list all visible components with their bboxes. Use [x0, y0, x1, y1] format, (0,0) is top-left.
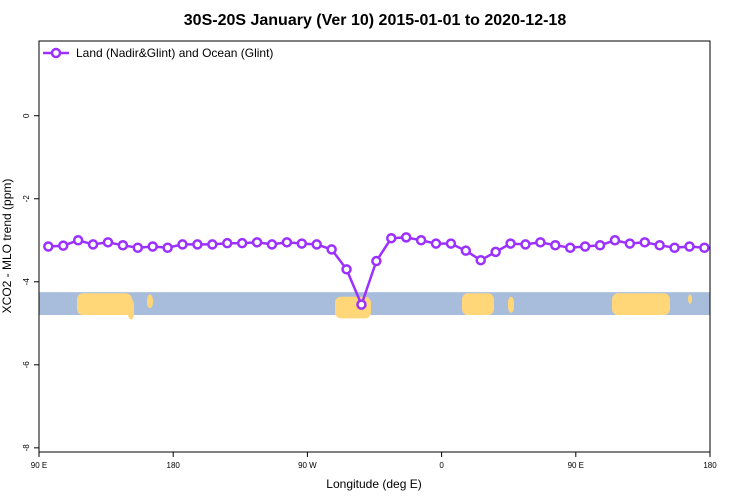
legend-label: Land (Nadir&Glint) and Ocean (Glint)	[76, 46, 273, 60]
x-tick-label: 180	[703, 461, 717, 470]
chart-title: 30S-20S January (Ver 10) 2015-01-01 to 2…	[184, 12, 567, 29]
data-point	[639, 237, 651, 248]
land-patch	[508, 296, 514, 313]
data-point	[505, 238, 516, 249]
data-point	[147, 241, 158, 252]
x-axis-label: Longitude (deg E)	[326, 477, 421, 491]
data-point	[132, 242, 144, 253]
y-tick-label: -8	[22, 444, 31, 452]
y-tick-label: -4	[22, 278, 31, 286]
data-point	[654, 240, 665, 251]
data-point	[594, 240, 606, 251]
data-point	[609, 235, 621, 246]
data-point	[102, 237, 114, 248]
data-point	[445, 238, 457, 249]
data-point	[624, 238, 636, 249]
x-tick-label: 90 W	[298, 461, 317, 470]
data-point	[266, 239, 278, 250]
data-point	[460, 245, 472, 256]
y-tick-label: -2	[22, 195, 31, 203]
series-layer	[43, 232, 710, 310]
data-point	[236, 237, 248, 249]
data-point	[699, 242, 710, 253]
data-point	[520, 239, 531, 250]
data-point	[400, 232, 412, 243]
data-point	[430, 238, 442, 249]
data-point	[415, 235, 427, 246]
data-point	[490, 246, 501, 258]
data-point	[296, 238, 308, 249]
data-point	[371, 255, 382, 267]
data-point	[475, 254, 486, 266]
data-point	[550, 240, 561, 251]
map-strip	[39, 292, 710, 320]
legend-marker	[50, 47, 62, 59]
land-patch	[77, 293, 132, 315]
data-point	[311, 239, 322, 250]
land-patch	[688, 294, 692, 304]
data-point	[669, 242, 680, 253]
x-tick-label: 90 E	[568, 461, 584, 470]
data-point	[162, 242, 173, 253]
land-patch	[612, 293, 670, 315]
land-patch	[128, 299, 134, 320]
data-point	[43, 241, 54, 252]
legend: Land (Nadir&Glint) and Ocean (Glint)	[43, 46, 273, 60]
land-patch	[462, 293, 494, 315]
data-point	[564, 242, 576, 253]
data-point	[326, 244, 337, 255]
data-point	[684, 241, 695, 252]
data-point	[579, 241, 591, 252]
x-tick-label: 90 E	[31, 461, 47, 470]
data-point	[57, 240, 69, 251]
data-point	[341, 264, 352, 275]
data-point	[356, 299, 367, 310]
ocean-band	[39, 292, 710, 315]
data-point	[535, 237, 546, 248]
x-tick-label: 0	[439, 461, 444, 470]
y-tick-label: -6	[22, 361, 31, 369]
data-point	[281, 237, 293, 248]
land-patch	[147, 294, 153, 309]
data-point	[386, 232, 397, 244]
plot-frame	[38, 40, 711, 453]
data-point	[177, 239, 188, 250]
x-tick-label: 180	[167, 461, 181, 470]
y-tick-label: 0	[22, 113, 31, 118]
data-point	[117, 240, 129, 251]
data-point	[207, 239, 218, 250]
data-point	[251, 237, 263, 248]
y-axis-label: XCO2 - MLO trend (ppm)	[0, 179, 14, 314]
axes: 90 E 180 90 W 0 90 E 180 0 -2 -4 -6 -8	[22, 113, 717, 470]
data-point	[192, 239, 203, 250]
data-point	[87, 239, 99, 250]
data-point	[72, 235, 84, 246]
data-point	[222, 237, 233, 249]
